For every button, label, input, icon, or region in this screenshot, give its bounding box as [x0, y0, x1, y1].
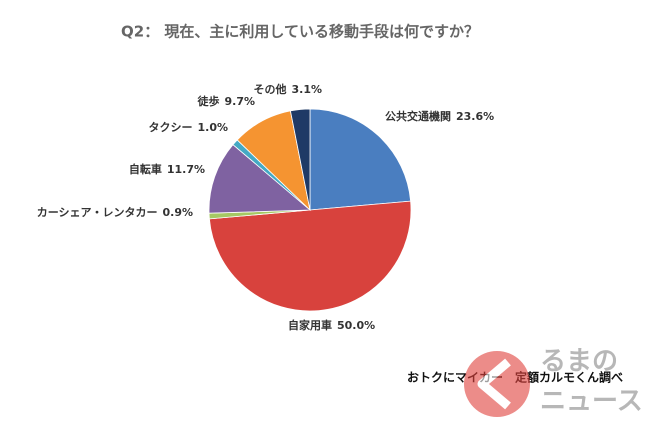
- pie-slice: [289, 108, 311, 211]
- pie: [208, 108, 412, 312]
- category-label: タクシー: [148, 121, 192, 134]
- value-label: 23.6%: [456, 110, 494, 123]
- data-label: 自転車 11.7%: [129, 162, 205, 176]
- value-label: 1.0%: [197, 121, 228, 134]
- category-label: その他: [253, 82, 286, 96]
- data-label: 公共交通機関 23.6%: [385, 109, 494, 123]
- pie-slice: [309, 108, 412, 211]
- value-label: 0.9%: [162, 206, 193, 219]
- data-label: 徒歩 9.7%: [196, 94, 255, 108]
- value-label: 9.7%: [224, 95, 255, 108]
- data-label: 自家用車 50.0%: [288, 318, 375, 332]
- pie-slice: [208, 144, 312, 214]
- logo-arrow: [477, 358, 511, 410]
- data-label: その他 3.1%: [253, 82, 322, 96]
- category-label: 公共交通機関: [385, 109, 451, 123]
- pie-slice: [208, 200, 412, 312]
- data-label: カーシェア・レンタカー 0.9%: [37, 206, 193, 219]
- value-label: 11.7%: [167, 163, 205, 176]
- data-label: タクシー 1.0%: [148, 121, 228, 134]
- logo-text: るまの: [540, 347, 618, 377]
- category-label: 自転車: [129, 162, 162, 176]
- logo-text: ニュース: [540, 387, 643, 417]
- chart-title: Q2： 現在、主に利用している移動手段は何ですか？: [121, 23, 479, 41]
- logo: るまの ニュース: [464, 347, 643, 417]
- value-label: 50.0%: [337, 319, 375, 332]
- category-label: 自家用車: [288, 318, 332, 332]
- value-label: 3.1%: [291, 83, 322, 96]
- category-label: 徒歩: [196, 94, 219, 108]
- logo-circle: [464, 351, 530, 417]
- category-label: カーシェア・レンタカー: [37, 206, 158, 219]
